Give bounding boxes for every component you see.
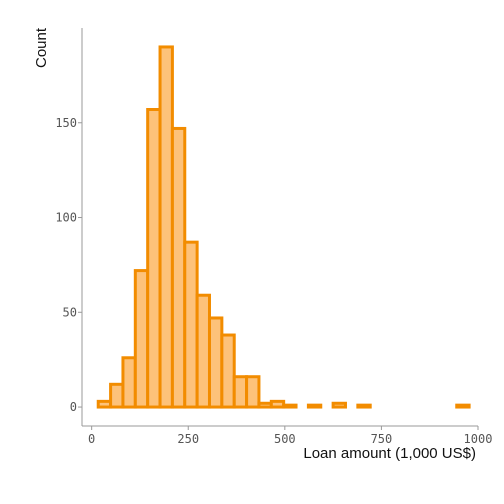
histogram-bar: [133, 269, 150, 409]
histogram-bar: [96, 399, 113, 409]
y-tick-label: 100: [55, 211, 77, 225]
x-tick-label: 750: [371, 432, 393, 446]
x-tick-label: 500: [274, 432, 296, 446]
x-axis-ticks: 0 250 500 750 1000: [88, 426, 492, 446]
histogram-bar: [170, 126, 187, 409]
y-axis-ticks: 0 50 100 150: [55, 116, 82, 414]
histogram-bar: [195, 293, 211, 409]
histogram-bar: [220, 333, 236, 409]
histogram-bar: [282, 403, 298, 409]
histogram-bar: [121, 356, 137, 409]
x-axis-title: Loan amount (1,000 US$): [303, 445, 476, 462]
histogram-bar: [109, 382, 125, 409]
histogram-bar: [207, 316, 224, 409]
histogram-bar: [232, 375, 249, 409]
histogram-bar: [146, 108, 162, 409]
histogram-bar: [245, 375, 261, 409]
y-tick-label: 0: [70, 400, 77, 414]
x-tick-label: 250: [177, 432, 199, 446]
histogram-bar: [158, 45, 174, 409]
y-tick-label: 150: [55, 116, 77, 130]
histogram-bar: [455, 403, 471, 409]
histogram-bar: [269, 399, 286, 409]
x-tick-label: 0: [88, 432, 95, 446]
histogram-bar: [331, 401, 347, 409]
histogram-bar: [356, 403, 372, 409]
y-tick-label: 50: [63, 305, 77, 319]
histogram-bars: [96, 45, 471, 409]
histogram-bar: [257, 401, 273, 409]
y-axis-title: Count: [33, 27, 50, 68]
x-tick-label: 1000: [464, 432, 493, 446]
histogram-bar: [183, 240, 199, 409]
histogram-bar: [306, 403, 323, 409]
